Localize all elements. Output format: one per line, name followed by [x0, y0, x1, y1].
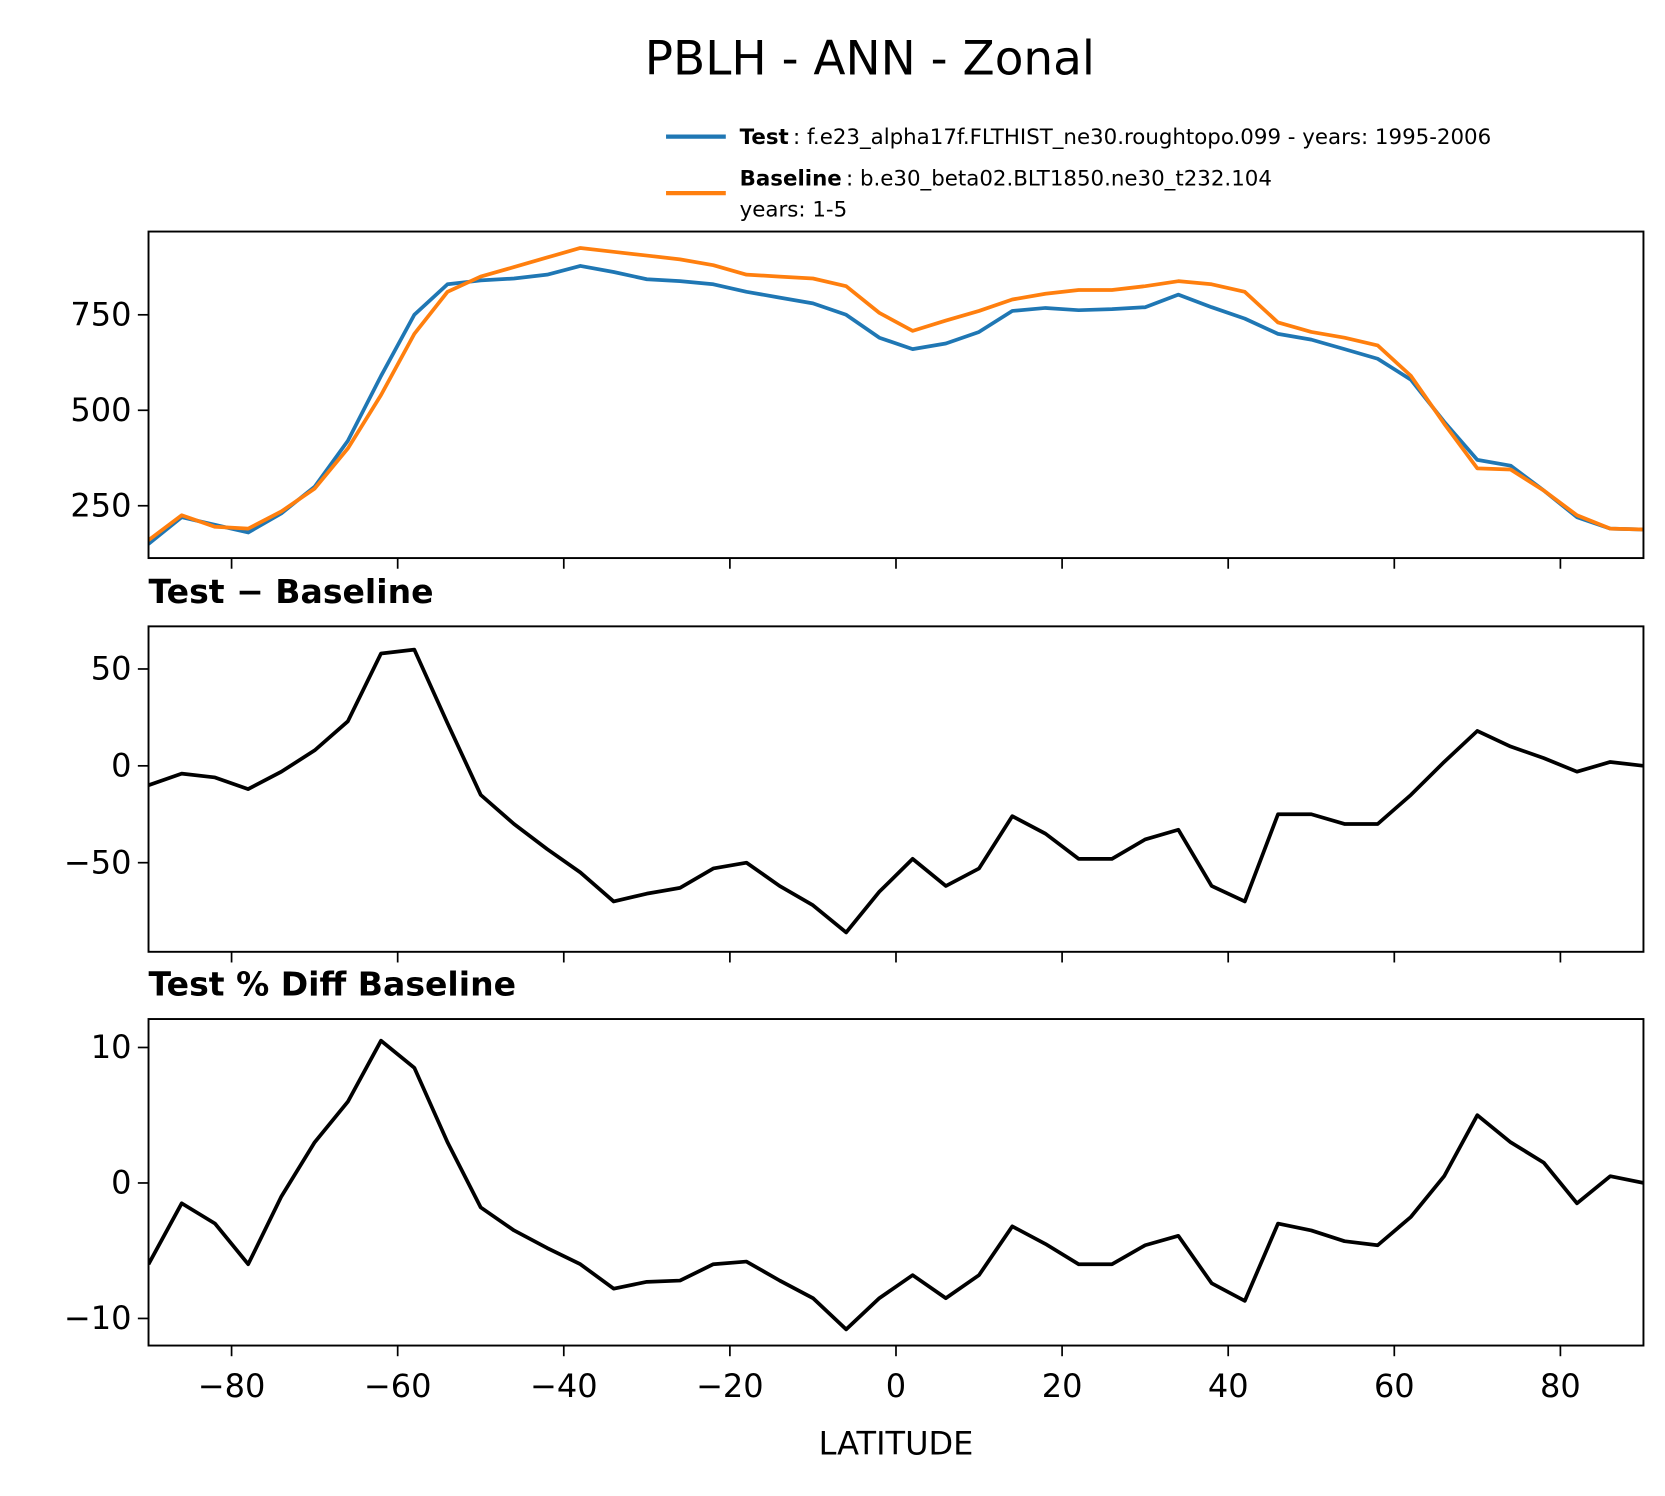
y-tick-label: 0 — [111, 747, 131, 785]
legend-label: years: 1-5 — [740, 198, 847, 223]
y-tick-label: 500 — [70, 391, 131, 429]
axes-frame — [147, 230, 1645, 560]
x-axis-label: LATITUDE — [819, 1424, 974, 1462]
y-tick-label: 0 — [111, 1164, 131, 1202]
legend-label: : f.e23_alpha17f.FLTHIST_ne30.roughtopo.… — [793, 125, 1491, 150]
plot-area — [148, 1038, 1644, 1332]
x-tick-label: −80 — [198, 1367, 266, 1405]
legend-name: Baseline — [740, 167, 842, 192]
data-line — [148, 647, 1644, 935]
data-line — [148, 264, 1644, 546]
data-line — [148, 246, 1644, 542]
data-line — [148, 1038, 1644, 1332]
x-tick-label: 40 — [1208, 1367, 1249, 1405]
figure-title: PBLH - ANN - Zonal — [645, 32, 1095, 87]
plot-area — [148, 647, 1644, 935]
x-tick-label: −20 — [696, 1367, 764, 1405]
axes-frame — [147, 625, 1645, 953]
legend-name: Test — [740, 125, 789, 150]
y-tick-label: 10 — [91, 1028, 132, 1066]
y-tick-label: 250 — [70, 486, 131, 524]
x-tick-label: 60 — [1374, 1367, 1415, 1405]
y-tick-label: −10 — [64, 1299, 132, 1337]
legend-label: : b.e30_beta02.BLT1850.ne30_t232.104 — [846, 167, 1272, 192]
x-tick-label: −60 — [364, 1367, 432, 1405]
x-tick-label: 0 — [886, 1367, 906, 1405]
x-tick-label: 20 — [1042, 1367, 1083, 1405]
y-tick-label: 750 — [70, 295, 131, 333]
subplot-title: Test − Baseline — [149, 572, 434, 611]
x-tick-label: 80 — [1540, 1367, 1581, 1405]
x-tick-label: −40 — [530, 1367, 598, 1405]
subplot-title: Test % Diff Baseline — [149, 965, 517, 1004]
axes-frame — [147, 1018, 1645, 1347]
y-tick-label: −50 — [64, 843, 132, 881]
y-tick-label: 50 — [91, 650, 132, 688]
plot-area — [148, 246, 1644, 546]
